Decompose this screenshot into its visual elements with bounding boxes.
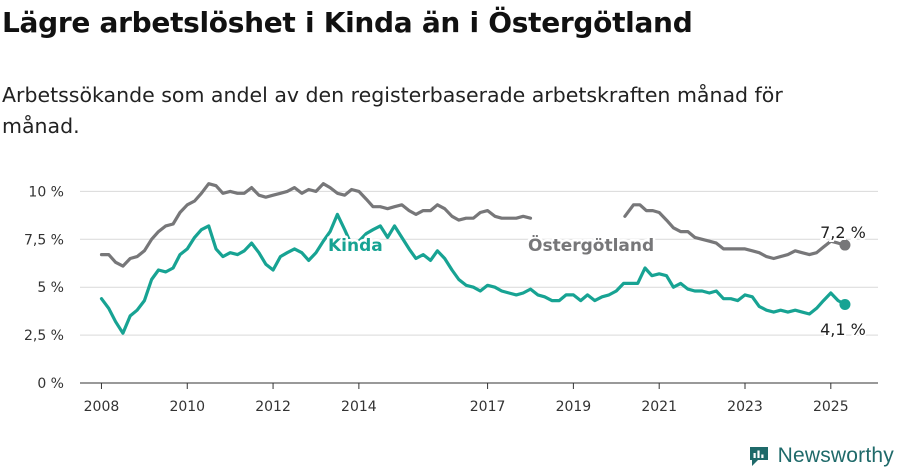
brand-logo: Newsworthy [748, 444, 894, 468]
y-tick-label: 0 % [37, 376, 64, 392]
end-point-kinda [839, 298, 851, 310]
x-tick-label: 2017 [470, 399, 506, 415]
x-tick-label: 2021 [641, 399, 677, 415]
x-tick-label: 2019 [556, 399, 592, 415]
axis-layer: 0 % 2,5 % 5 % 7,5 % 10 % 2008 2010 2012 2014 2017… [24, 184, 878, 415]
end-point-ostergotland [839, 239, 851, 251]
y-tick-label: 5 % [37, 280, 64, 296]
series-line-kinda [99, 212, 847, 335]
series-line-ostergotland [623, 203, 847, 261]
series-layer [99, 182, 851, 335]
x-tick-label: 2008 [84, 399, 120, 415]
end-label-kinda: 4,1 % [820, 320, 866, 339]
x-tick-label: 2014 [341, 399, 377, 415]
series-label-kinda: Kinda [328, 236, 383, 256]
y-tick-label: 10 % [28, 184, 64, 200]
end-label-ostergotland: 7,2 % [820, 223, 866, 242]
newsworthy-logo-icon [749, 447, 768, 466]
x-tick-label: 2010 [169, 399, 205, 415]
x-tick-label: 2012 [255, 399, 291, 415]
y-tick-label: 7,5 % [24, 232, 64, 248]
chart-subtitle: Arbetssökande som andel av den registerb… [2, 83, 783, 138]
chart-title: Lägre arbetslöshet i Kinda än i Östergöt… [2, 6, 693, 39]
y-tick-label: 2,5 % [24, 328, 64, 344]
series-line-ostergotland [99, 182, 533, 268]
x-tick-label: 2025 [813, 399, 849, 415]
label-layer: Kinda Östergötland 7,2 % 4,1 % [326, 221, 868, 341]
x-tick-label: 2023 [727, 399, 763, 415]
series-label-ostergotland: Östergötland [528, 234, 654, 256]
brand-name: Newsworthy [777, 444, 894, 467]
